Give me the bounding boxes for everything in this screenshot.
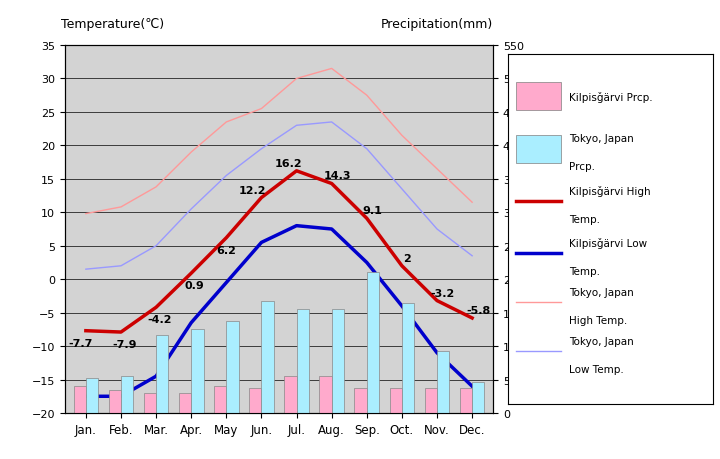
Text: 0.9: 0.9 xyxy=(185,280,204,291)
Bar xyxy=(86,378,98,413)
Bar xyxy=(320,376,332,413)
Bar xyxy=(297,309,309,413)
Text: 14.3: 14.3 xyxy=(323,171,351,181)
Bar xyxy=(354,388,366,413)
Text: Tokyo, Japan: Tokyo, Japan xyxy=(569,287,634,297)
Text: -3.2: -3.2 xyxy=(430,288,454,298)
Text: -5.8: -5.8 xyxy=(467,305,490,315)
Text: Kilpisǧärvi High: Kilpisǧärvi High xyxy=(569,185,651,196)
Bar xyxy=(121,376,133,413)
Bar xyxy=(226,321,238,413)
Bar xyxy=(390,388,402,413)
Bar xyxy=(437,351,449,413)
Text: Tokyo, Japan: Tokyo, Japan xyxy=(569,134,634,144)
Bar xyxy=(425,388,437,413)
Bar xyxy=(402,303,414,413)
Text: High Temp.: High Temp. xyxy=(569,315,627,325)
Text: Precipitation(mm): Precipitation(mm) xyxy=(381,18,493,31)
Text: 16.2: 16.2 xyxy=(275,158,302,168)
Bar xyxy=(249,388,261,413)
Bar xyxy=(472,382,485,413)
FancyBboxPatch shape xyxy=(516,135,561,163)
FancyBboxPatch shape xyxy=(516,83,561,111)
Bar xyxy=(109,390,121,413)
Text: -7.9: -7.9 xyxy=(112,339,137,349)
Bar xyxy=(73,386,86,413)
Text: 9.1: 9.1 xyxy=(362,206,382,216)
Bar xyxy=(366,273,379,413)
Text: Temp.: Temp. xyxy=(569,266,600,276)
Text: 6.2: 6.2 xyxy=(217,245,236,255)
Text: Kilpisǧärvi Prcp.: Kilpisǧärvi Prcp. xyxy=(569,91,653,102)
Bar xyxy=(460,388,472,413)
Text: Low Temp.: Low Temp. xyxy=(569,364,624,374)
Text: Tokyo, Japan: Tokyo, Japan xyxy=(569,336,634,346)
Bar xyxy=(284,376,297,413)
Text: Kilpisǧärvi Low: Kilpisǧärvi Low xyxy=(569,238,647,249)
Bar xyxy=(144,393,156,413)
Bar xyxy=(179,393,192,413)
Text: Temperature(℃): Temperature(℃) xyxy=(60,18,163,31)
Bar xyxy=(156,335,168,413)
Bar xyxy=(192,330,204,413)
Text: -4.2: -4.2 xyxy=(148,314,172,325)
Bar xyxy=(261,301,274,413)
Text: 2: 2 xyxy=(403,253,411,263)
Text: Prcp.: Prcp. xyxy=(569,162,595,172)
Text: 12.2: 12.2 xyxy=(239,185,266,195)
Bar xyxy=(214,386,226,413)
Text: Temp.: Temp. xyxy=(569,214,600,224)
Bar xyxy=(332,310,344,413)
Text: -7.7: -7.7 xyxy=(68,338,93,348)
